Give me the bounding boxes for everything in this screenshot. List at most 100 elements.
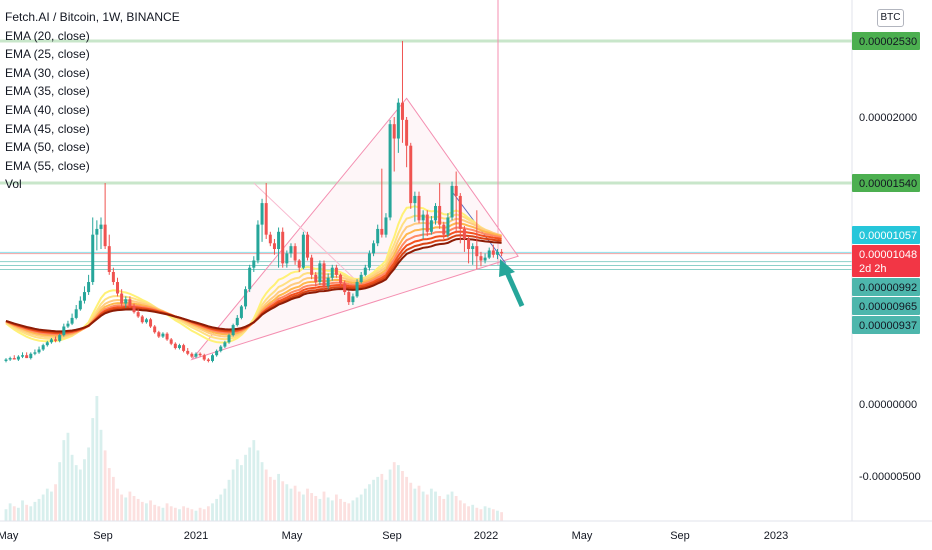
candle-body: [384, 217, 388, 235]
candle-body: [256, 224, 260, 261]
volume-bar: [483, 506, 487, 521]
candle-body: [103, 224, 107, 247]
candle-body: [74, 309, 78, 318]
volume-bar: [78, 469, 82, 521]
indicator-ema-50[interactable]: EMA (50, close): [5, 140, 90, 155]
volume-bar: [54, 484, 57, 521]
volume-bar: [268, 476, 272, 521]
candle-body: [458, 195, 462, 229]
indicator-ema-25[interactable]: EMA (25, close): [5, 47, 90, 62]
volume-bar: [248, 447, 252, 521]
volume-bar: [380, 473, 384, 521]
volume-bar: [264, 469, 268, 521]
volume-bar: [111, 476, 115, 521]
price-label-text: 0.00000992: [859, 282, 917, 294]
volume-bar: [169, 506, 173, 521]
indicator-ema-20[interactable]: EMA (20, close): [5, 28, 90, 43]
candle-body: [355, 282, 359, 297]
currency-button[interactable]: BTC: [877, 9, 904, 27]
candle-body: [293, 246, 297, 261]
indicator-volume[interactable]: Vol: [5, 177, 22, 192]
candle-body: [272, 243, 276, 250]
candle-body: [49, 339, 53, 343]
volume-bar: [33, 501, 37, 521]
volume-bar: [37, 498, 41, 521]
volume-bar: [314, 496, 318, 521]
candle-body: [372, 243, 376, 254]
chart-title[interactable]: Fetch.AI / Bitcoin, 1W, BINANCE: [5, 10, 180, 24]
candle-body: [446, 217, 450, 235]
y-tick-label: 0.00000000: [859, 399, 917, 411]
volume-bar: [128, 491, 132, 521]
candle-body: [239, 306, 243, 318]
volume-bar: [70, 454, 74, 521]
volume-bar: [124, 497, 128, 521]
candle-body: [157, 332, 161, 337]
candle-body: [169, 339, 173, 344]
volume-bar: [347, 503, 351, 521]
candle-body: [367, 253, 371, 268]
candle-body: [285, 253, 289, 264]
candle-body: [297, 260, 301, 268]
volume-bar: [471, 504, 475, 521]
candle-body: [330, 267, 334, 278]
indicator-ema-55[interactable]: EMA (55, close): [5, 158, 90, 173]
candle-body: [495, 251, 499, 255]
price-label-badge: [852, 245, 920, 277]
candle-body: [380, 228, 384, 235]
volume-bar: [339, 498, 342, 521]
candle-body: [462, 228, 466, 239]
volume-bar: [235, 459, 239, 521]
candle-body: [153, 326, 157, 333]
candle-body: [347, 292, 351, 303]
candle-body: [305, 234, 309, 258]
volume-bar: [306, 488, 309, 521]
candle-body: [334, 267, 338, 275]
volume-bar: [8, 503, 12, 521]
x-tick-label: Sep: [93, 530, 113, 542]
candle-body: [173, 343, 177, 349]
volume-bar: [145, 503, 148, 521]
volume-bar: [87, 447, 90, 521]
arrow-annotation: [503, 268, 525, 308]
candle-body: [405, 119, 409, 146]
candle-body: [149, 319, 153, 327]
volume-bar: [450, 491, 454, 521]
volume-bar: [58, 462, 62, 521]
candle-body: [107, 246, 111, 272]
volume-bar: [186, 507, 190, 521]
volume-bar: [442, 498, 446, 521]
candle-body: [301, 234, 305, 268]
volume-bar: [74, 465, 78, 521]
volume-bar: [256, 450, 260, 521]
volume-bar: [458, 500, 462, 521]
volume-bar: [173, 507, 177, 521]
indicator-ema-45[interactable]: EMA (45, close): [5, 121, 90, 136]
candle-body: [235, 317, 239, 326]
candle-body: [471, 246, 475, 250]
candle-body: [132, 306, 136, 313]
volume-bar: [227, 479, 231, 521]
indicator-ema-35[interactable]: EMA (35, close): [5, 84, 90, 99]
candle-body: [41, 345, 45, 350]
indicator-ema-40[interactable]: EMA (40, close): [5, 102, 90, 117]
volume-bar: [376, 476, 380, 521]
candle-body: [326, 277, 330, 287]
candle-body: [128, 299, 132, 307]
price-label-countdown: 2d 2h: [859, 263, 887, 275]
volume-bar: [343, 501, 347, 521]
indicator-ema-30[interactable]: EMA (30, close): [5, 65, 90, 80]
price-label-text: 0.00001048: [859, 249, 917, 261]
candle-body: [351, 296, 355, 303]
volume-bar: [116, 488, 119, 521]
candle-body: [211, 355, 214, 361]
candle-body: [227, 335, 231, 343]
candle-body: [400, 102, 404, 120]
candle-body: [434, 205, 438, 221]
candle-body: [16, 356, 20, 360]
volume-bar: [153, 504, 157, 521]
price-label-text: 0.00001057: [859, 230, 917, 242]
volume-bar: [330, 500, 334, 521]
candle-body: [70, 317, 74, 324]
